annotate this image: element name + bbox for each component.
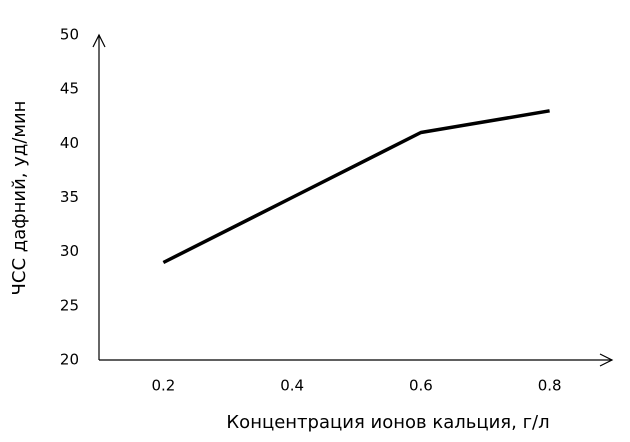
y-axis-arrow: [92, 33, 106, 48]
y-tick-label: 45: [60, 80, 79, 98]
x-axis-title: Концентрация ионов кальция, г/л: [226, 412, 549, 433]
y-tick-label: 25: [60, 296, 79, 314]
x-axis-arrow: [599, 353, 614, 367]
y-tick-label: 50: [60, 26, 79, 44]
line: [162, 109, 550, 265]
x-tick-label: 0.8: [538, 377, 562, 395]
x-tick-label: 0.6: [409, 377, 433, 395]
y-tick-label: 30: [60, 242, 79, 260]
y-axis-title: ЧСС дафний, уд/мин: [9, 101, 30, 296]
x-tick-label: 0.4: [280, 377, 304, 395]
y-tick-label: 35: [60, 188, 79, 206]
y-tick-label: 40: [60, 134, 79, 152]
y-tick-label: 20: [60, 351, 79, 369]
x-tick-label: 0.2: [151, 377, 175, 395]
